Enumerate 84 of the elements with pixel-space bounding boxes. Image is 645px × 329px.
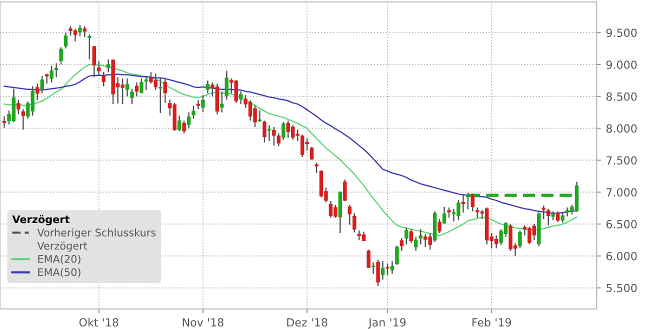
candlestick [262,120,266,143]
candlestick [134,82,139,98]
legend-label: EMA(50) [38,268,80,278]
candlestick [276,132,281,147]
candlestick [220,90,224,113]
candlestick [348,204,352,226]
candlestick [386,262,390,276]
candlestick [272,126,276,146]
y-tick-label: 5.500 [606,284,637,292]
candlestick [16,98,20,115]
candlestick [88,34,92,60]
candlestick [560,212,564,224]
candlestick [44,72,49,84]
y-tick-label: 8.000 [606,124,637,133]
candlestick [395,245,399,266]
candlestick [376,259,380,287]
y-tick-label: 6.500 [606,220,637,228]
candlestick [125,78,130,98]
candlestick [64,32,68,50]
candlestick [314,162,318,174]
candlestick [352,212,356,233]
candlestick [192,105,196,120]
candlestick [556,210,560,223]
candlestick [186,112,191,129]
y-tick-label: 8.500 [606,92,637,101]
candlestick [343,178,347,202]
candlestick [371,262,376,274]
candlestick [206,80,210,94]
candlestick [177,114,182,132]
candlestick [282,121,286,140]
candlestick [518,230,522,249]
candlestick [82,26,87,38]
y-tick-label: 7.000 [606,188,637,197]
candlestick [78,24,82,38]
x-tick-label: Okt '18 [79,318,118,327]
candlestick [224,70,228,100]
candlestick [442,206,446,225]
candlestick [461,194,466,214]
candlestick [418,228,422,246]
annotation: Verzögert [37,242,88,252]
candlestick [258,110,262,123]
candlestick [36,83,40,101]
legend-label: Vorheriger Schlusskurs [37,228,156,239]
legend-title: Verzögert [12,214,70,226]
candlestick [366,248,370,269]
candlestick [92,45,96,78]
candlestick [54,62,58,78]
candlestick [238,90,243,105]
y-tick-label: 6.000 [606,252,637,260]
candlestick [163,77,167,104]
candlestick [470,192,475,212]
candlestick [59,46,63,66]
candlestick [21,108,26,130]
candlestick [390,260,394,274]
candlestick [310,146,314,161]
candlestick [286,120,290,139]
candlestick [2,116,6,128]
candlestick [546,208,550,226]
y-tick-label: 7.500 [606,156,637,165]
candlestick [409,228,414,244]
candlestick [106,58,110,73]
candlestick [158,77,162,114]
candlestick [102,72,106,87]
x-tick-label: Feb '19 [472,318,512,327]
candlestick [267,124,272,142]
candlestick [400,237,404,252]
y-tick-label: 9.000 [606,60,637,69]
y-tick-label: 9.500 [606,28,637,37]
legend-label: EMA(20) [38,254,80,264]
candlestick [380,260,385,280]
candlestick [201,94,205,112]
candlestick [414,236,418,252]
candlestick [144,75,148,91]
candlestick [447,206,451,218]
candlestick [438,218,442,234]
candlestick [40,75,44,94]
candlestick [130,88,134,105]
x-tick-label: Dez '18 [287,318,328,327]
candlestick [50,65,54,84]
candlestick [404,227,408,246]
x-tick-label: Nov '18 [182,318,224,327]
candlestick [140,78,144,94]
x-tick-label: Jan '19 [368,318,406,329]
candlestick [182,120,186,134]
